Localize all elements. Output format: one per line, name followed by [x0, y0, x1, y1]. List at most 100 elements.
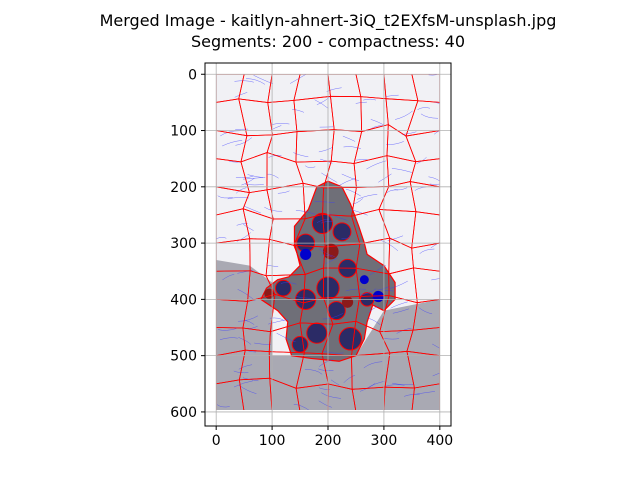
y-tick-label: 600 [170, 405, 197, 421]
segment-boundary [351, 386, 386, 410]
flow-line [338, 177, 356, 187]
chart-title: Merged Image - kaitlyn-ahnert-3iQ_t2EXfs… [99, 11, 557, 30]
flow-line [280, 282, 297, 285]
flow-line [218, 328, 237, 331]
flow-line [391, 168, 412, 173]
flow-line [247, 326, 258, 329]
chart-title-block: Merged Image - kaitlyn-ahnert-3iQ_t2EXfs… [0, 10, 640, 52]
flow-line [316, 96, 330, 105]
red-segment-0 [322, 243, 339, 260]
flow-line [341, 234, 352, 240]
flow-line [321, 392, 341, 399]
flow-line [368, 305, 380, 314]
flow-line [359, 383, 376, 392]
flow-line [355, 159, 368, 161]
dark-segment-7 [306, 322, 328, 344]
flow-line [341, 173, 360, 181]
flow-line [330, 379, 340, 386]
flow-line [305, 165, 316, 168]
flow-line [429, 183, 440, 185]
flow-line [233, 380, 254, 388]
flow-line [386, 189, 399, 193]
y-tick-label: 500 [170, 349, 197, 365]
x-tick-label: 400 [426, 433, 453, 449]
dark-segment-1 [332, 222, 352, 242]
flow-line [430, 241, 440, 249]
flow-line [293, 152, 309, 158]
flow-line [357, 194, 378, 200]
flow-line [235, 137, 253, 146]
flow-line [238, 315, 258, 322]
flow-line [345, 288, 366, 292]
y-tick-label: 300 [170, 236, 197, 252]
flow-line [241, 178, 255, 186]
flow-line [253, 75, 274, 84]
flow-line [293, 404, 310, 410]
flow-line [326, 87, 342, 93]
x-tick-label: 0 [212, 433, 221, 449]
flow-line [418, 307, 433, 315]
flow-line [314, 201, 335, 203]
flow-line [318, 146, 333, 153]
flow-line [216, 237, 227, 239]
flow-line [221, 140, 243, 147]
flow-line [319, 359, 334, 367]
y-tick-label: 200 [170, 180, 197, 196]
axis-ticks: 0 100 200 300 400 0 100 200 300 400 500 600 [170, 67, 453, 449]
flow-line [242, 177, 264, 180]
segment-boundary [411, 383, 440, 410]
dark-segment-9 [291, 336, 309, 353]
flow-line [219, 337, 238, 340]
flow-line [343, 146, 361, 150]
blue-segment-1 [372, 290, 384, 303]
flow-line [277, 190, 290, 194]
flow-line [234, 80, 254, 83]
flow-line [388, 280, 408, 289]
blue-segment-0 [300, 248, 312, 260]
flow-line [243, 224, 254, 231]
blue-segment-2 [359, 275, 369, 285]
flow-line [318, 400, 332, 408]
flow-line [342, 135, 356, 142]
flow-line [387, 235, 404, 241]
flow-line [292, 109, 305, 113]
flow-line [322, 313, 344, 320]
y-tick-label: 0 [188, 67, 197, 83]
flow-line [276, 332, 296, 343]
flow-line [325, 257, 338, 264]
flow-line [235, 187, 247, 194]
flow-line [243, 205, 261, 214]
flow-line [345, 188, 361, 197]
flow-line [247, 174, 266, 178]
flow-line [330, 213, 348, 221]
y-tick-label: 100 [170, 124, 197, 140]
flow-line [395, 110, 413, 120]
flow-line [392, 308, 409, 314]
flow-line [428, 176, 440, 182]
flow-line [237, 269, 253, 274]
segment-boundary [269, 377, 301, 410]
flow-line [404, 394, 420, 397]
x-tick-label: 100 [259, 433, 286, 449]
flow-line [217, 195, 233, 199]
flow-line [269, 317, 285, 321]
flow-line [432, 372, 440, 377]
flow-line [235, 175, 254, 179]
chart-subtitle: Segments: 200 - compactness: 40 [191, 32, 465, 51]
flow-line [431, 278, 440, 281]
flow-line [295, 296, 314, 299]
flow-line [289, 74, 307, 84]
flow-line [350, 209, 368, 216]
flow-line [432, 343, 440, 349]
flow-line [419, 248, 435, 254]
flow-line [318, 248, 335, 257]
flow-line [222, 274, 235, 281]
flow-line [318, 368, 334, 371]
flow-line [369, 265, 386, 276]
red-segment-1 [341, 296, 354, 308]
flow-line [268, 319, 288, 325]
flow-line [384, 338, 400, 340]
flow-line [271, 123, 290, 125]
flow-line [216, 404, 230, 408]
